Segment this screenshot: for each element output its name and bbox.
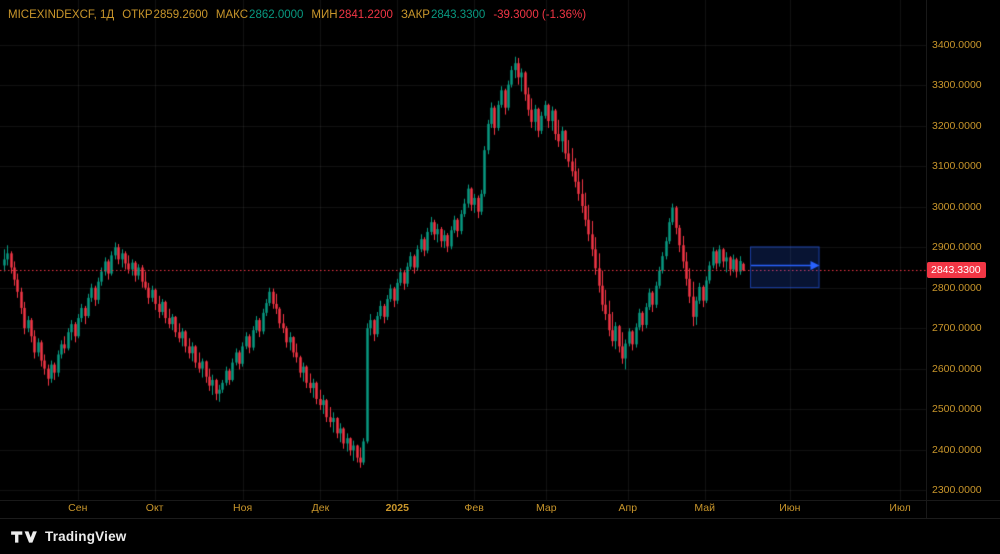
time-tick-label: Июл bbox=[889, 502, 911, 514]
price-tick-label: 3400.0000 bbox=[932, 39, 982, 51]
price-tick-label: 3200.0000 bbox=[932, 119, 982, 132]
tradingview-logo-text[interactable]: TradingView bbox=[45, 529, 127, 544]
time-tick-label: Ноя bbox=[233, 502, 253, 514]
time-axis-separator bbox=[0, 500, 1000, 501]
time-tick-label: Июн bbox=[779, 502, 801, 514]
ohlc-value-high: 2862.0000 bbox=[249, 9, 304, 21]
price-tick-label: 3000.0000 bbox=[932, 200, 982, 213]
price-tick-label: 2600.0000 bbox=[932, 362, 982, 375]
price-axis-separator bbox=[926, 0, 927, 518]
time-tick-label: Окт bbox=[145, 502, 164, 514]
price-tick-label: 2400.0000 bbox=[932, 443, 982, 456]
time-tick-label: Май bbox=[694, 502, 715, 514]
ohlc-label-close: ЗАКР bbox=[400, 9, 430, 21]
time-tick-label: Апр bbox=[618, 502, 638, 514]
symbol-info-bar: MICEXINDEXCF, 1Д ОТКР2859.2600 МАКС2862.00… bbox=[8, 8, 586, 22]
price-axis[interactable]: 3400.0000 3300.0000 3200.0000 3100.0000 3000… bbox=[0, 0, 1000, 518]
time-tick-label: Мар bbox=[536, 502, 557, 514]
time-tick-label: 2025 bbox=[385, 502, 409, 514]
last-price-label: 2843.3300 bbox=[927, 262, 986, 279]
price-tick-label: 2700.0000 bbox=[932, 322, 982, 335]
ohlc-value-close: 2843.3300 bbox=[430, 9, 486, 21]
symbol-title[interactable]: MICEXINDEXCF, 1Д bbox=[8, 9, 115, 21]
price-tick-label: 2900.0000 bbox=[932, 241, 982, 254]
time-tick-label: Сен bbox=[68, 502, 88, 514]
ohlc-values: ОТКР2859.2600 МАКС2862.0000 МИН2841.2200 ЗА… bbox=[114, 9, 485, 21]
change-value: -39.3000 (-1.36%) bbox=[493, 9, 587, 21]
tradingview-logo-icon[interactable] bbox=[10, 529, 38, 545]
price-tick-label: 2300.0000 bbox=[932, 484, 982, 496]
price-tick-label: 3100.0000 bbox=[932, 160, 982, 173]
time-tick-label: Дек bbox=[311, 502, 330, 514]
ohlc-value-low: 2841.2200 bbox=[338, 9, 393, 21]
ohlc-value-open: 2859.2600 bbox=[153, 9, 208, 21]
time-axis[interactable]: Сен Окт Ноя Дек 2025 Фев Мар Апр Май Июн Июл bbox=[0, 502, 926, 518]
price-tick-label: 2500.0000 bbox=[932, 403, 982, 416]
bottom-bar: TradingView bbox=[0, 518, 1000, 554]
price-tick-label: 3300.0000 bbox=[932, 79, 982, 92]
ohlc-label-high: МАКС bbox=[215, 9, 249, 21]
price-tick-label: 2800.0000 bbox=[932, 281, 982, 294]
time-tick-label: Фев bbox=[464, 502, 484, 514]
ohlc-label-low: МИН bbox=[311, 9, 338, 21]
ohlc-label-open: ОТКР bbox=[122, 9, 153, 21]
